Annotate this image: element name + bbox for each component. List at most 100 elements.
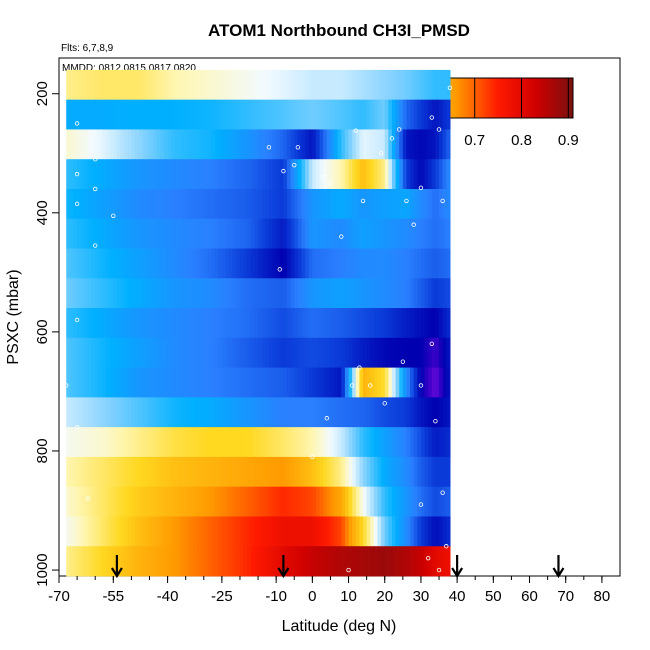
heatmap-cell xyxy=(395,308,400,339)
sample-point xyxy=(321,174,326,180)
heatmap-cell xyxy=(200,278,205,309)
heatmap-cell xyxy=(203,516,208,547)
heatmap-cell xyxy=(276,99,281,130)
heatmap-cell xyxy=(381,159,386,190)
heatmap-cell xyxy=(359,486,364,517)
heatmap-cell xyxy=(127,308,132,339)
heatmap-cell xyxy=(203,248,208,279)
heatmap-cell xyxy=(109,367,114,398)
heatmap-cell xyxy=(420,99,426,130)
heatmap-cell xyxy=(323,456,328,488)
heatmap-cell xyxy=(116,159,122,190)
heatmap-cell xyxy=(279,308,284,339)
heatmap-cell xyxy=(232,248,237,279)
heatmap-cell xyxy=(330,427,335,458)
heatmap-cell xyxy=(200,397,205,428)
heatmap-cell xyxy=(77,546,82,577)
heatmap-cell xyxy=(254,367,259,398)
heatmap-cell xyxy=(323,516,328,547)
heatmap-cell xyxy=(87,308,93,339)
heatmap-cell xyxy=(192,99,198,130)
heatmap-cell xyxy=(69,367,75,398)
heatmap-cell xyxy=(395,546,400,577)
heatmap-cell xyxy=(236,248,241,279)
heatmap-cell xyxy=(138,546,143,577)
heatmap-row xyxy=(66,188,451,220)
heatmap-cell xyxy=(334,397,339,428)
heatmap-cell xyxy=(341,129,346,160)
heatmap-cell xyxy=(138,218,143,249)
heatmap-cell xyxy=(258,218,263,249)
heatmap-cell xyxy=(236,516,241,547)
heatmap-cell xyxy=(124,218,129,249)
heatmap-cell xyxy=(439,397,444,428)
heatmap-cell xyxy=(214,486,219,517)
heatmap-cell xyxy=(207,129,212,160)
heatmap-cell xyxy=(145,159,151,190)
heatmap-cell xyxy=(323,99,328,130)
heatmap-cell xyxy=(323,546,328,577)
heatmap-cell xyxy=(232,546,237,577)
heatmap-cell xyxy=(247,397,252,428)
heatmap-cell xyxy=(370,218,375,249)
heatmap-cell xyxy=(424,188,429,220)
heatmap-cell xyxy=(384,546,389,577)
heatmap-cell xyxy=(417,308,422,339)
heatmap-cell xyxy=(189,99,194,130)
heatmap-cell xyxy=(142,486,147,517)
heatmap-cell xyxy=(265,159,270,190)
heatmap-cell xyxy=(268,367,274,398)
heatmap-cell xyxy=(395,337,400,369)
heatmap-cell xyxy=(254,278,259,309)
heatmap-cell xyxy=(73,516,78,547)
heatmap-cell xyxy=(127,337,132,369)
x-tick-label: 50 xyxy=(485,588,502,605)
heatmap-cell xyxy=(149,397,154,428)
heatmap-cell xyxy=(261,546,266,577)
heatmap-cell xyxy=(308,69,313,101)
heatmap-cell xyxy=(203,486,208,517)
heatmap-cell xyxy=(102,188,107,220)
heatmap-cell xyxy=(95,129,100,160)
heatmap-cell xyxy=(341,278,346,309)
heatmap-cell xyxy=(439,218,444,249)
heatmap-cell xyxy=(200,337,205,369)
heatmap-cell xyxy=(203,278,208,309)
heatmap-cell xyxy=(377,486,382,517)
heatmap-cell xyxy=(69,486,75,517)
heatmap-cell xyxy=(395,486,400,517)
heatmap-cell xyxy=(239,546,245,577)
heatmap-cell xyxy=(66,516,71,547)
heatmap-cell xyxy=(239,188,245,220)
heatmap-cell xyxy=(312,218,317,249)
heatmap-cell xyxy=(334,367,339,398)
heatmap-cell xyxy=(272,248,277,279)
heatmap-cell xyxy=(138,69,143,101)
heatmap-cell xyxy=(352,278,357,309)
heatmap-cell xyxy=(261,397,266,428)
heatmap-cell xyxy=(446,159,451,190)
heatmap-cell xyxy=(279,159,284,190)
heatmap-cell xyxy=(145,546,151,577)
heatmap-cell xyxy=(272,397,277,428)
heatmap-cell xyxy=(127,427,132,458)
sample-point xyxy=(74,424,80,430)
heatmap-cell xyxy=(442,367,447,398)
heatmap-cell xyxy=(319,129,324,160)
heatmap-cell xyxy=(174,308,180,339)
heatmap-cell xyxy=(272,278,277,309)
heatmap-cell xyxy=(66,308,71,339)
heatmap-cell xyxy=(73,218,78,249)
heatmap-cell xyxy=(402,218,408,249)
heatmap-cell xyxy=(312,99,317,130)
heatmap-cell xyxy=(192,188,198,220)
heatmap-cell xyxy=(250,308,256,339)
heatmap-cell xyxy=(279,129,284,160)
heatmap-cell xyxy=(355,456,361,488)
heatmap-cell xyxy=(102,397,107,428)
heatmap-cell xyxy=(420,278,426,309)
heatmap-cell xyxy=(323,486,328,517)
heatmap-row xyxy=(66,99,451,130)
heatmap-cell xyxy=(261,367,266,398)
heatmap-cell xyxy=(308,308,313,339)
